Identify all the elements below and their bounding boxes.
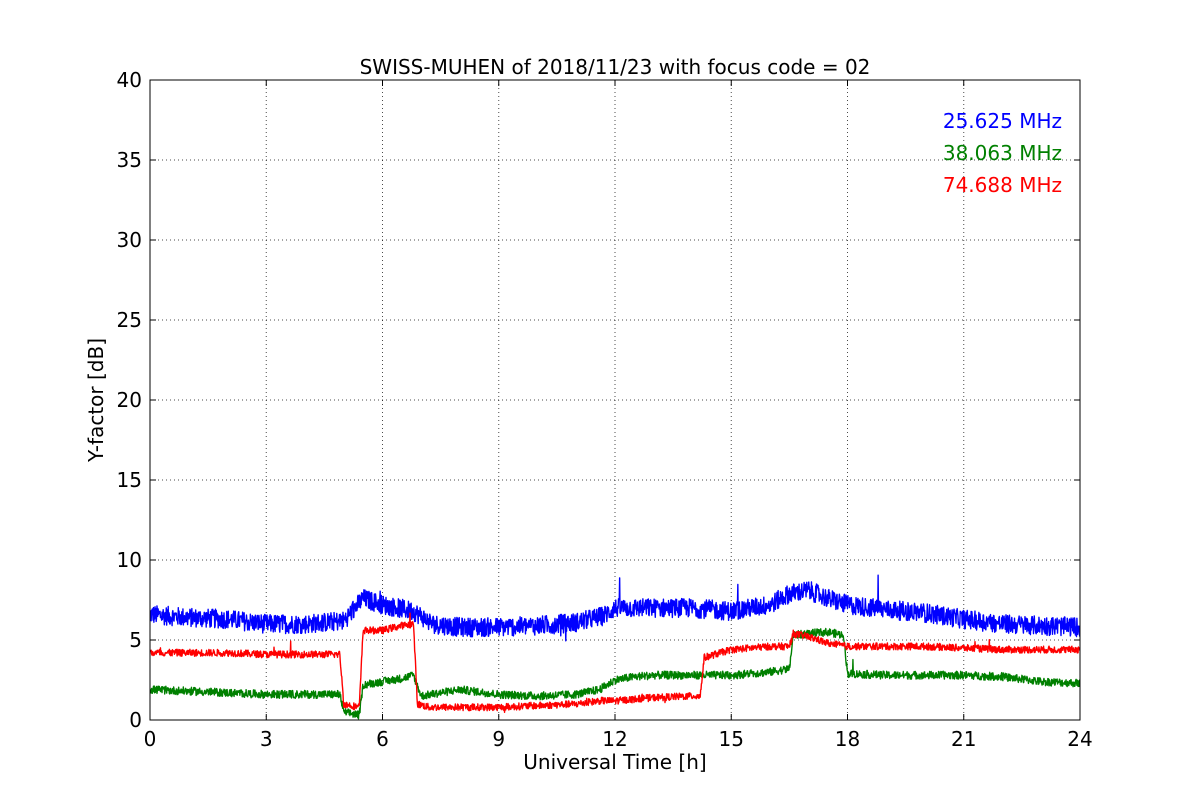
y-tick-label: 40 xyxy=(117,68,142,92)
x-tick-label: 9 xyxy=(492,727,505,751)
x-tick-label: 18 xyxy=(835,727,860,751)
y-tick-label: 35 xyxy=(117,148,142,172)
y-tick-label: 0 xyxy=(129,708,142,732)
plot-area xyxy=(150,574,1080,720)
series-line-2 xyxy=(150,612,1080,713)
y-tick-label: 25 xyxy=(117,308,142,332)
chart-title: SWISS-MUHEN of 2018/11/23 with focus cod… xyxy=(360,55,871,79)
y-axis-ticks: 0 5 10 15 20 25 30 35 40 xyxy=(117,68,1080,732)
series-layer xyxy=(150,574,1080,720)
legend-entry: 25.625 MHz xyxy=(943,109,1062,133)
x-tick-label: 15 xyxy=(719,727,744,751)
x-tick-label: 0 xyxy=(144,727,157,751)
legend: 25.625 MHz 38.063 MHz 74.688 MHz xyxy=(943,109,1062,197)
y-tick-label: 20 xyxy=(117,388,142,412)
legend-entry: 74.688 MHz xyxy=(943,173,1062,197)
y-tick-label: 15 xyxy=(117,468,142,492)
y-tick-label: 5 xyxy=(129,628,142,652)
series-line-1 xyxy=(150,627,1080,720)
x-tick-label: 21 xyxy=(951,727,976,751)
y-tick-label: 10 xyxy=(117,548,142,572)
x-tick-label: 3 xyxy=(260,727,273,751)
x-axis-ticks: 0 3 6 9 12 15 18 21 24 xyxy=(144,80,1093,751)
x-tick-label: 24 xyxy=(1067,727,1092,751)
x-tick-label: 6 xyxy=(376,727,389,751)
y-axis-label: Y-factor [dB] xyxy=(84,338,108,463)
series-line-0 xyxy=(150,574,1080,642)
legend-entry: 38.063 MHz xyxy=(943,141,1062,165)
x-tick-label: 12 xyxy=(602,727,627,751)
x-axis-label: Universal Time [h] xyxy=(523,750,706,774)
y-tick-label: 30 xyxy=(117,228,142,252)
